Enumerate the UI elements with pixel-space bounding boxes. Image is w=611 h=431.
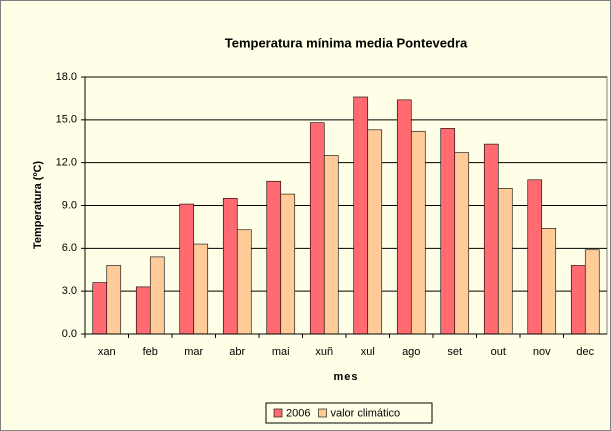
bar (584, 249, 600, 335)
bar (323, 155, 339, 335)
x-tick-label: ago (402, 346, 420, 358)
bar (483, 143, 499, 335)
legend (265, 402, 433, 424)
bar (179, 203, 195, 335)
bar (440, 128, 456, 335)
bar (135, 286, 151, 335)
bar (367, 129, 383, 335)
bar (396, 99, 412, 335)
bar (149, 256, 165, 335)
bar (106, 265, 122, 335)
y-axis-label: Temperatura (ºC) (32, 161, 44, 249)
x-tick-label: mar (184, 346, 203, 358)
x-axis-label: mes (333, 371, 358, 383)
y-tick-label: 12.0 (56, 157, 77, 169)
x-tick-label: mai (272, 346, 290, 358)
bar (353, 96, 369, 335)
bar (92, 282, 108, 335)
x-tick-label: xuñ (315, 346, 333, 358)
bar (280, 193, 296, 335)
legend-swatch (318, 408, 327, 418)
y-tick-label: 6.0 (62, 242, 77, 254)
y-tick-label: 9.0 (62, 199, 77, 211)
bar (527, 179, 543, 335)
x-tick-label: xan (98, 346, 116, 358)
bar (454, 152, 470, 335)
bar (570, 265, 586, 335)
bar (309, 122, 325, 335)
y-tick-label: 15.0 (56, 114, 77, 126)
legend-label: 2006 (286, 407, 310, 419)
x-tick-label: dec (576, 346, 594, 358)
legend-swatch (273, 408, 283, 418)
x-tick-label: abr (229, 346, 245, 358)
y-tick-label: 0.0 (62, 328, 77, 340)
x-tick-label: nov (533, 346, 551, 358)
x-tick-label: out (491, 346, 506, 358)
y-tick-label: 18.0 (56, 71, 77, 83)
bar (497, 188, 513, 335)
bar (410, 130, 426, 335)
bar (541, 228, 557, 335)
x-tick-label: set (447, 346, 462, 358)
legend-label: valor climático (330, 407, 400, 419)
chart-title: Temperatura mínima media Pontevedra (225, 35, 468, 50)
y-tick-label: 3.0 (62, 285, 77, 297)
bar (222, 198, 238, 335)
bar (236, 229, 252, 335)
x-tick-label: feb (143, 346, 158, 358)
bar (266, 180, 282, 335)
x-tick-label: xul (361, 346, 375, 358)
bar (193, 243, 209, 335)
